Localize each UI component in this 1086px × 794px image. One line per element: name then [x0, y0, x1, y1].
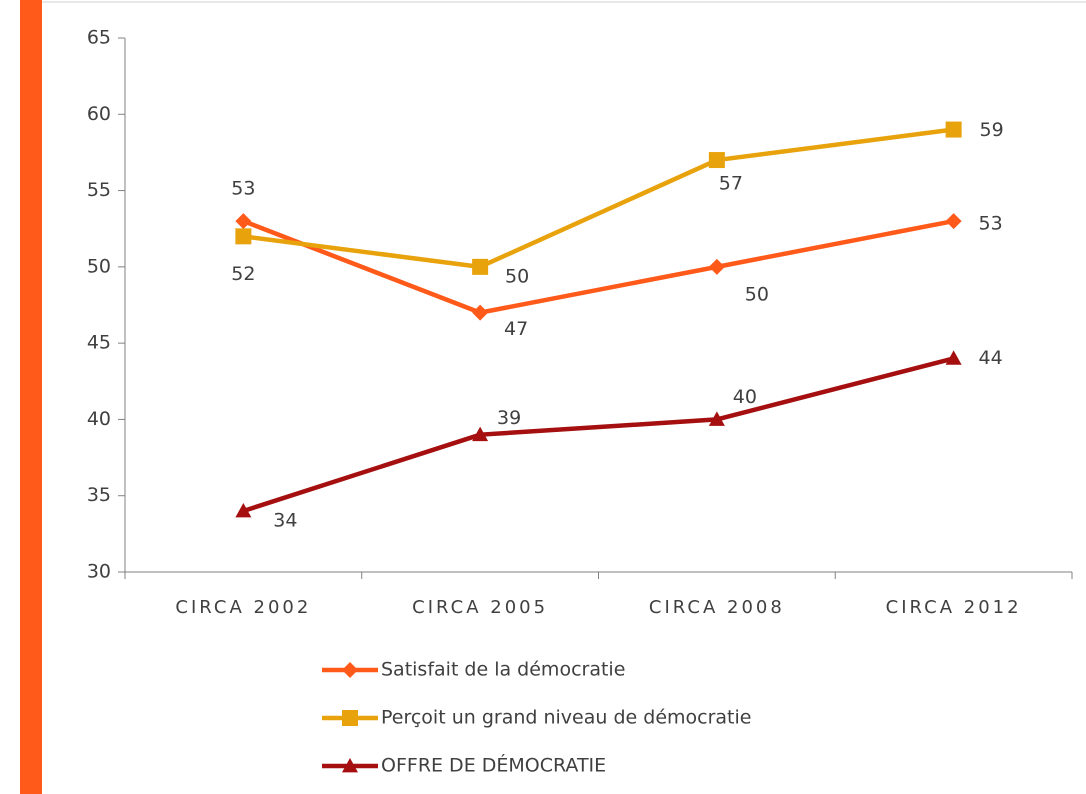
data-label: 47	[504, 318, 528, 340]
data-point	[945, 121, 962, 138]
data-point	[472, 304, 489, 321]
data-point	[235, 502, 252, 518]
y-tick-label: 60	[87, 103, 111, 125]
data-label: 50	[505, 265, 529, 287]
data-point	[945, 350, 962, 365]
data-label: 53	[979, 213, 1003, 235]
x-tick-label: CIRCA 2008	[649, 597, 785, 618]
data-label: 57	[719, 173, 743, 195]
x-tick-label: CIRCA 2012	[886, 597, 1022, 618]
y-tick-label: 50	[87, 255, 111, 277]
data-label: 59	[980, 119, 1004, 141]
series-line	[243, 127, 954, 270]
data-point	[472, 426, 489, 442]
data-label: 50	[745, 283, 769, 305]
data-point	[235, 213, 252, 230]
data-point	[708, 258, 725, 275]
legend-label: Satisfait de la démocratie	[381, 659, 625, 681]
data-label: 52	[231, 263, 255, 285]
legend-label: OFFRE DE DÉMOCRATIE	[381, 754, 606, 777]
data-point	[708, 411, 725, 426]
x-tick-label: CIRCA 2002	[175, 597, 311, 618]
side-bar	[20, 0, 42, 794]
data-label: 34	[273, 509, 297, 531]
data-point	[235, 228, 252, 245]
series-line	[242, 356, 955, 514]
y-tick-label: 45	[87, 332, 111, 354]
y-tick-label: 55	[87, 179, 111, 201]
legend-marker	[342, 758, 358, 773]
legend-label: Perçoit un grand niveau de démocratie	[381, 707, 751, 729]
data-label: 40	[733, 386, 757, 408]
series-line	[242, 218, 955, 315]
y-tick-label: 65	[87, 27, 111, 49]
data-label: 39	[497, 407, 521, 429]
legend-marker	[342, 662, 358, 678]
y-tick-label: 40	[87, 408, 111, 430]
x-tick-label: CIRCA 2005	[412, 597, 548, 618]
y-tick-label: 30	[87, 561, 111, 583]
data-label: 53	[231, 178, 255, 200]
data-point	[708, 152, 725, 169]
y-tick-label: 35	[87, 484, 111, 506]
legend-marker	[342, 710, 358, 726]
data-point	[945, 213, 962, 230]
data-label: 44	[979, 347, 1003, 369]
data-point	[472, 258, 489, 275]
